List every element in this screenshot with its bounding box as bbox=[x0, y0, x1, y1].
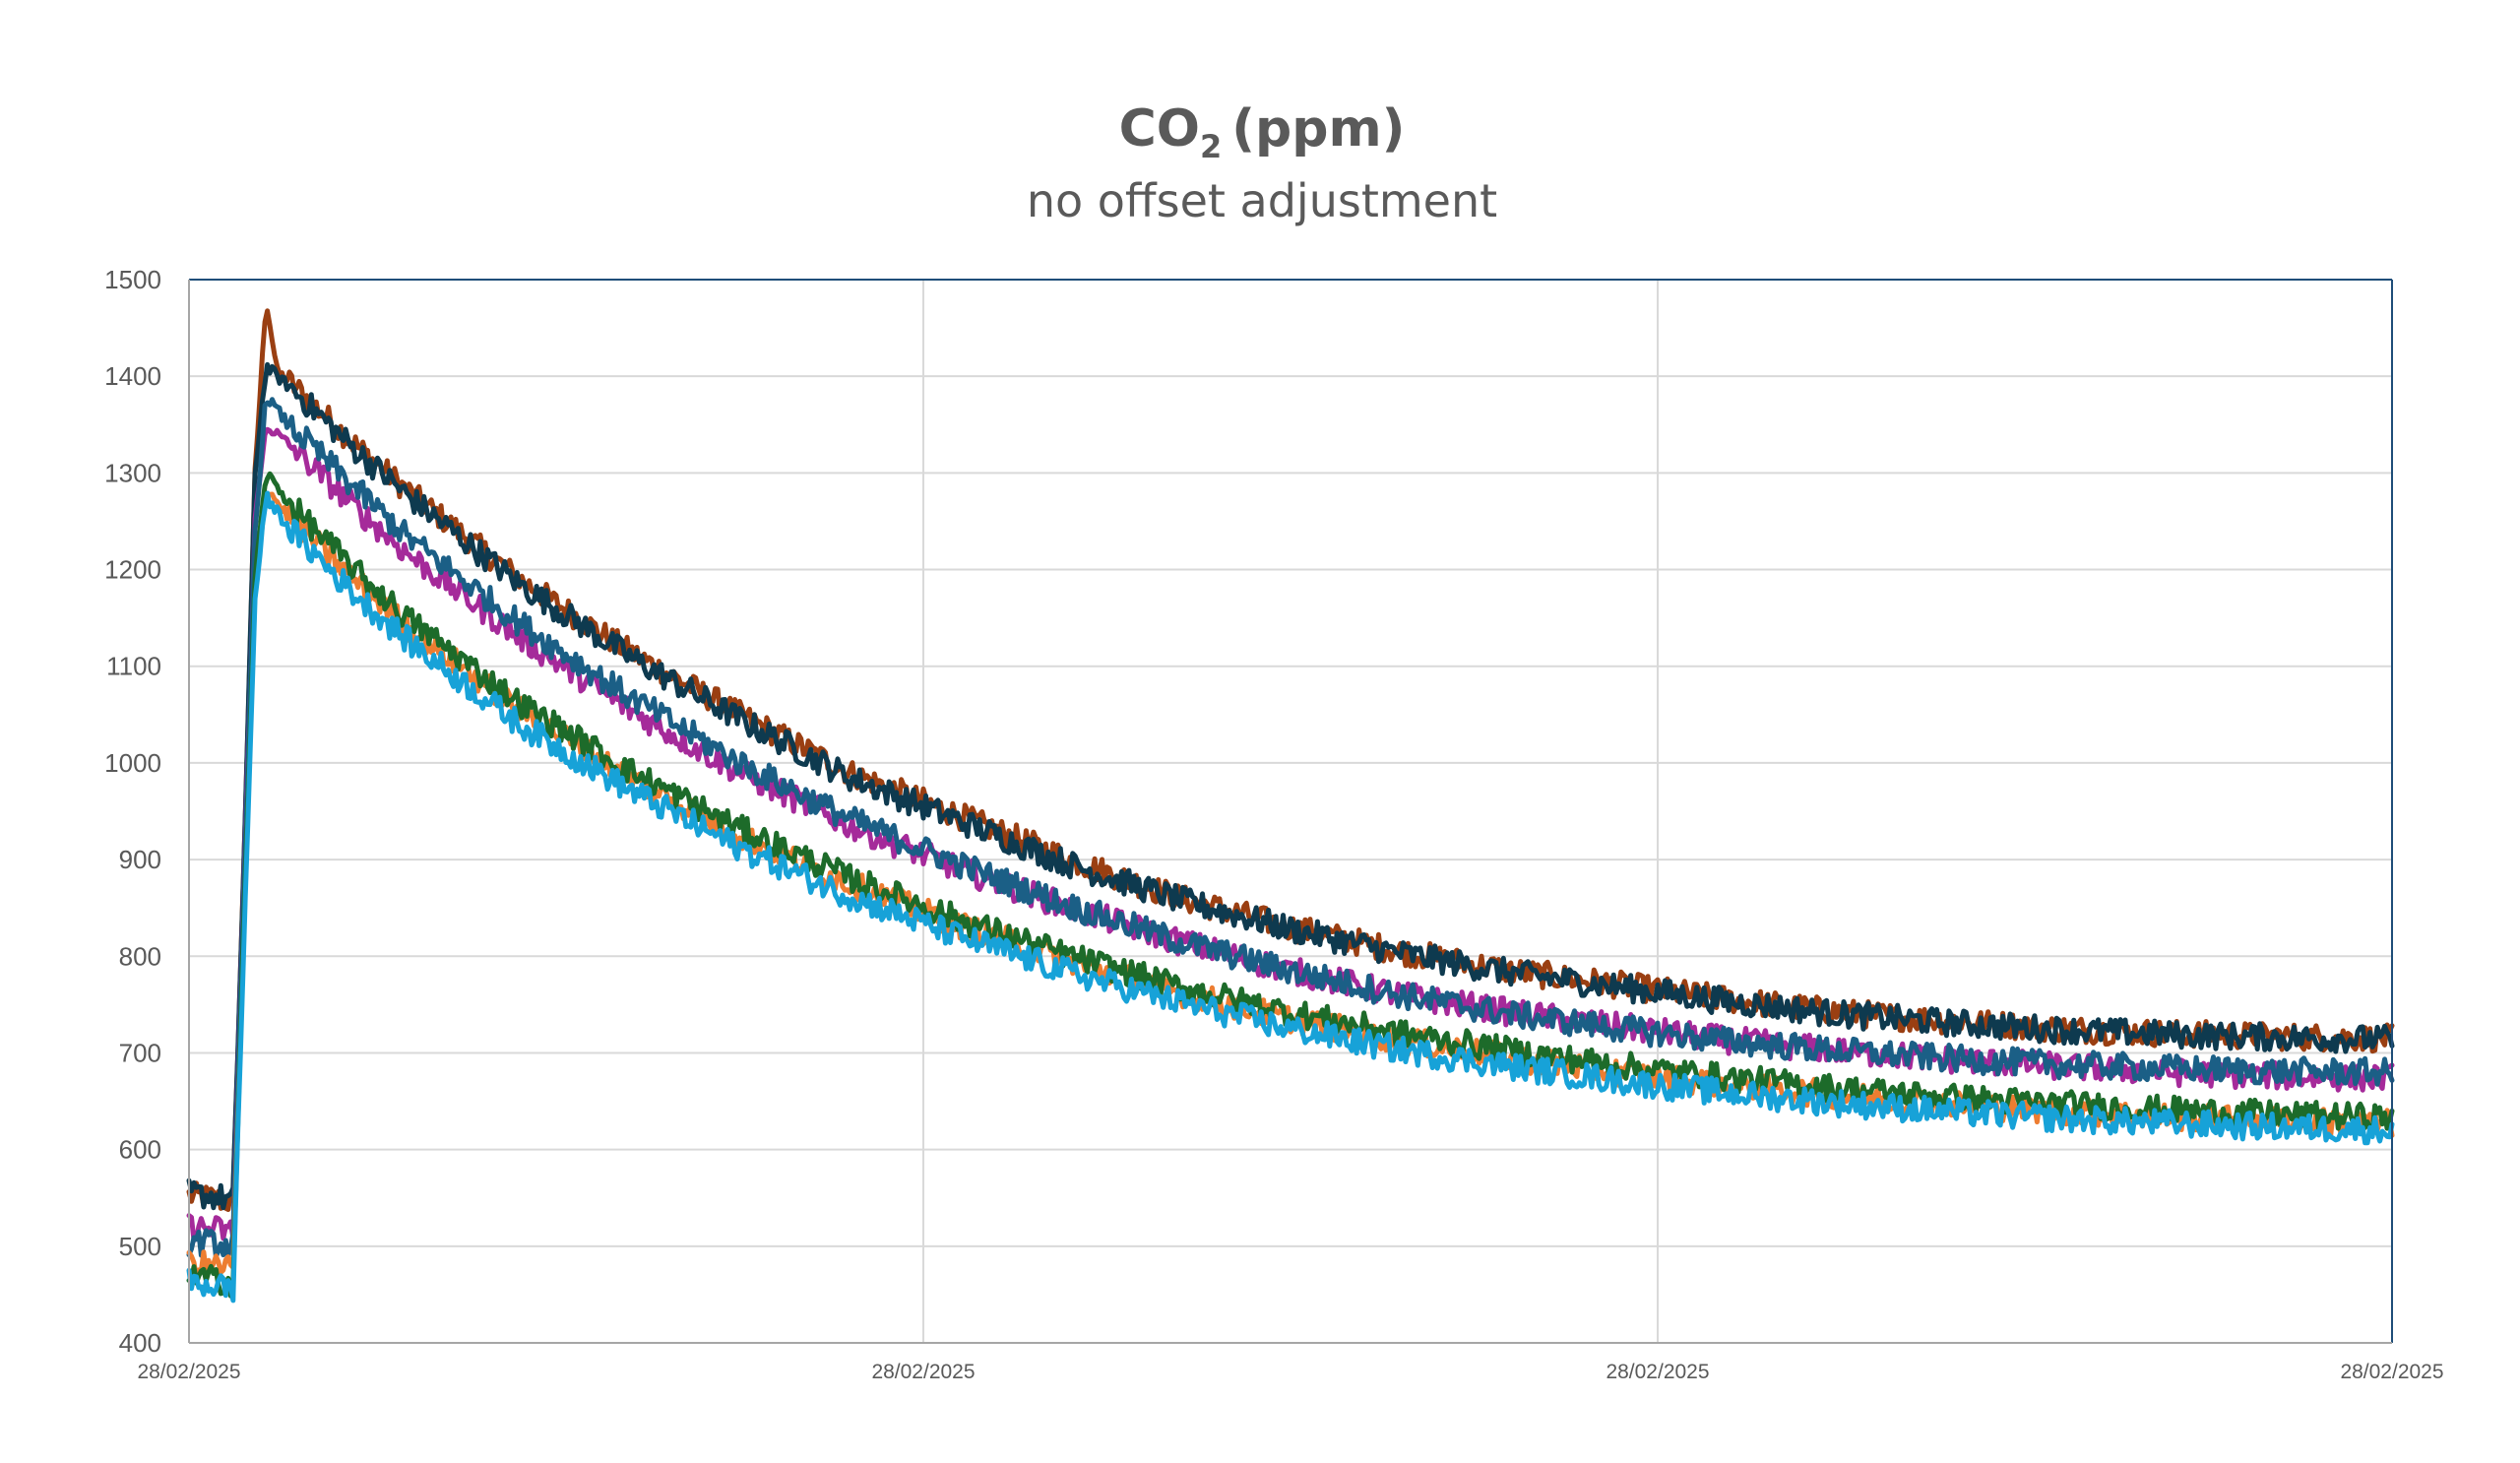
series-line-2 bbox=[186, 361, 2395, 1211]
y-tick-label: 500 bbox=[119, 1232, 161, 1261]
y-tick-label: 1300 bbox=[104, 458, 161, 487]
y-axis-ticks: 400 500 600 700 800 900 1000 1100 1200 1300 1400 15… bbox=[104, 265, 161, 1358]
y-tick-label: 1400 bbox=[104, 361, 161, 391]
svg-text:CO2(ppm): CO2 (ppm) bbox=[1119, 99, 1406, 165]
y-tick-label: 1100 bbox=[106, 652, 161, 681]
x-tick-label: 28/02/2025 bbox=[137, 1361, 240, 1383]
chart-title: CO2 (ppm) bbox=[1119, 99, 1406, 165]
y-tick-label: 1200 bbox=[104, 555, 161, 585]
chart-title-unit: (ppm) bbox=[1231, 99, 1405, 159]
chart-title-subscript: 2 bbox=[1200, 128, 1222, 165]
chart-subtitle: no offset adjustment bbox=[1027, 174, 1497, 227]
series-line-5 bbox=[186, 491, 2395, 1280]
y-tick-label: 900 bbox=[119, 845, 161, 874]
y-tick-label: 600 bbox=[119, 1135, 161, 1165]
y-tick-label: 800 bbox=[119, 941, 161, 971]
x-tick-label: 28/02/2025 bbox=[1606, 1361, 1709, 1383]
series-lines bbox=[186, 308, 2395, 1304]
x-axis-ticks: 28/02/2025 28/02/2025 28/02/2025 28/02/2025 bbox=[137, 1361, 2443, 1383]
series-line-6 bbox=[186, 471, 2395, 1299]
y-tick-label: 700 bbox=[119, 1038, 161, 1067]
grid bbox=[189, 279, 2392, 1344]
x-tick-label: 28/02/2025 bbox=[871, 1361, 975, 1383]
y-tick-label: 1500 bbox=[104, 265, 161, 294]
chart-title-main: CO bbox=[1119, 99, 1200, 159]
series-line-4 bbox=[186, 397, 2395, 1259]
series-line-7 bbox=[186, 490, 2395, 1304]
plot-frame bbox=[188, 279, 2393, 1344]
y-tick-label: 400 bbox=[119, 1328, 161, 1358]
x-tick-label: 28/02/2025 bbox=[2340, 1361, 2443, 1383]
y-tick-label: 1000 bbox=[104, 748, 161, 778]
